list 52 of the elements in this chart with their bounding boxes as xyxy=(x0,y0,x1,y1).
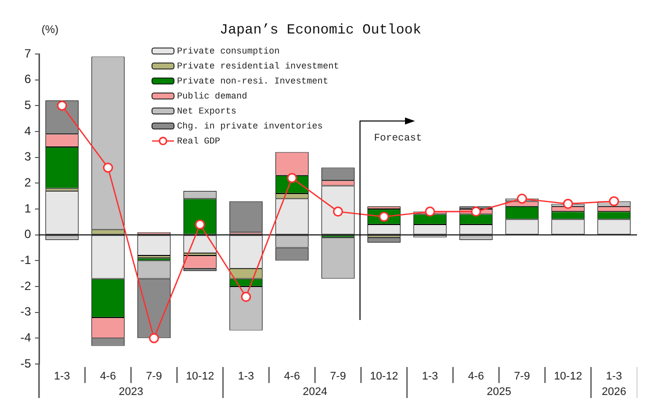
point xyxy=(148,333,160,344)
y-tick-label: -1 xyxy=(20,252,32,267)
point xyxy=(286,172,298,184)
y-tick-label: 7 xyxy=(24,46,32,60)
legend-label: Private consumption xyxy=(177,46,280,56)
y-tick-label: 3 xyxy=(24,150,32,164)
point xyxy=(194,219,206,230)
x-tick-label: 10-12 xyxy=(186,370,214,383)
point xyxy=(56,100,68,111)
x-tick-label: 1-3 xyxy=(238,370,254,383)
legend-label: Chg. in private inventories xyxy=(177,121,323,132)
x-tick-label: 4-6 xyxy=(468,370,484,383)
y-tick-label: 6 xyxy=(24,72,32,86)
x-tick-label: 7-9 xyxy=(514,370,530,383)
y-tick-label: 2 xyxy=(24,175,32,190)
point xyxy=(240,292,252,302)
y-tick-label: 5 xyxy=(24,98,32,112)
text: 2026 xyxy=(602,386,626,398)
legend-label: Real GDP xyxy=(177,136,220,146)
text: 2025 xyxy=(486,386,512,398)
point xyxy=(332,206,344,217)
x-tick-label: 10-12 xyxy=(554,370,582,383)
text: 2024 xyxy=(302,386,328,398)
y-tick-label: 4 xyxy=(24,124,32,138)
text: 2023 xyxy=(118,386,144,398)
point xyxy=(102,162,114,173)
point xyxy=(608,196,620,206)
x-tick-label: 4-6 xyxy=(284,370,300,383)
x-tick-label: 7-9 xyxy=(146,370,162,383)
point xyxy=(424,206,436,217)
chart-title: Japan’s Economic Outlook xyxy=(220,22,422,39)
x-tick-label: 4-6 xyxy=(100,370,116,383)
point xyxy=(562,198,574,209)
x-tick-label: 10-12 xyxy=(370,370,398,383)
y-tick-label: -4 xyxy=(20,330,32,344)
y-tick-label: -3 xyxy=(20,304,32,319)
x-tick-label: 7-9 xyxy=(330,370,346,383)
y-tick-label: 1 xyxy=(24,201,32,216)
point xyxy=(516,194,528,204)
y-tick-label: -2 xyxy=(20,278,32,293)
x-tick-label: 1-3 xyxy=(54,370,70,383)
point xyxy=(470,206,482,217)
y-axis-title: (%) xyxy=(41,24,59,36)
legend-label: Public demand xyxy=(177,91,248,102)
y-tick-label: 0 xyxy=(24,227,32,242)
legend-label: Net Exports xyxy=(177,106,236,116)
x-tick-label: 1-3 xyxy=(422,370,438,383)
annotation: Forecast xyxy=(374,134,422,145)
legend-label: Private residential investment xyxy=(177,61,340,72)
legend-label: Private non-resi. Investment xyxy=(177,76,328,86)
x-tick-label: 1-3 xyxy=(606,370,622,383)
y-tick-label: -5 xyxy=(20,356,32,370)
